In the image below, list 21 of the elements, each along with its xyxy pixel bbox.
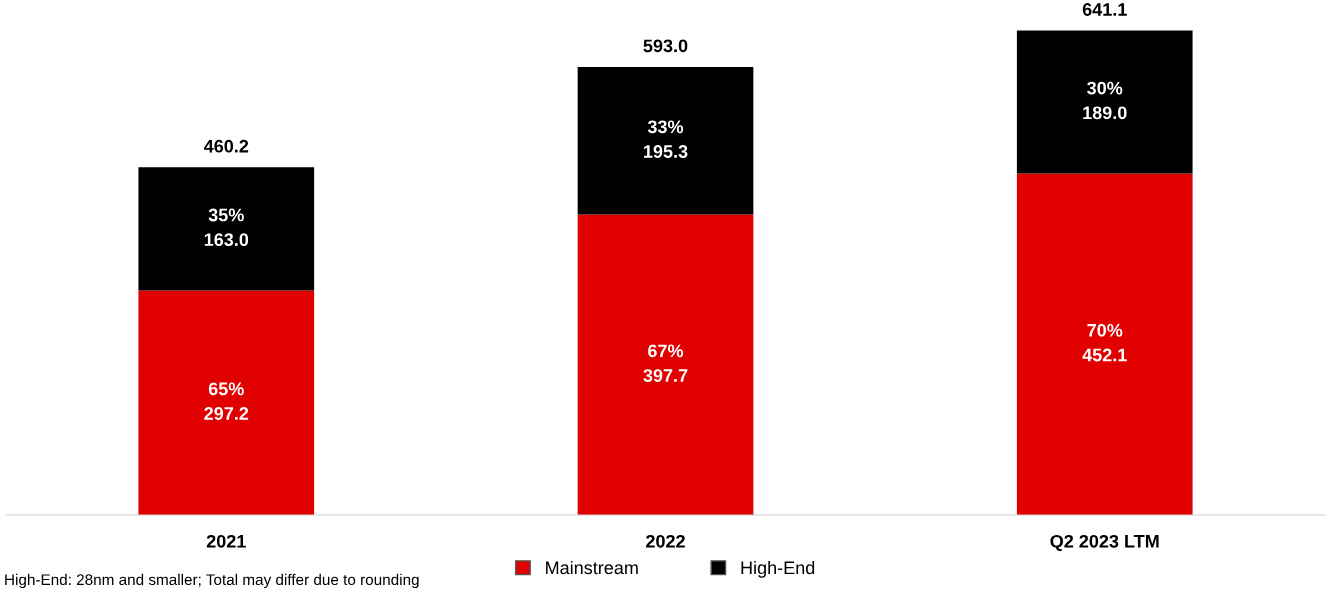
bar: [138, 167, 315, 291]
data-label: 70% 452.1: [1082, 323, 1127, 362]
text: High-End: 28nm and smaller; Total may differ due to rounding: [5, 573, 419, 589]
data-label: 35% 163.0: [204, 208, 249, 247]
x-tick-label: Q2 2023 LTM: [1050, 534, 1159, 552]
data-label: 30% 189.0: [1083, 81, 1127, 120]
bar: [577, 214, 754, 515]
x-tick-label: 2021: [206, 534, 246, 548]
data-label: 65% 297.2: [204, 382, 249, 420]
total-label: 641.1: [1082, 3, 1127, 16]
legend-label: Mainstream: [546, 560, 638, 575]
bar: [1016, 173, 1193, 515]
bar: [577, 66, 754, 215]
bar: [138, 290, 315, 515]
x-tick-label: 2022: [646, 534, 685, 548]
data-label: 67% 397.7: [643, 344, 688, 382]
data-label: 33% 195.3: [644, 120, 688, 158]
total-label: 460.2: [203, 139, 249, 153]
total-label: 593.0: [643, 39, 688, 53]
bar: [1016, 30, 1193, 174]
legend-label: High-End: [741, 560, 815, 578]
